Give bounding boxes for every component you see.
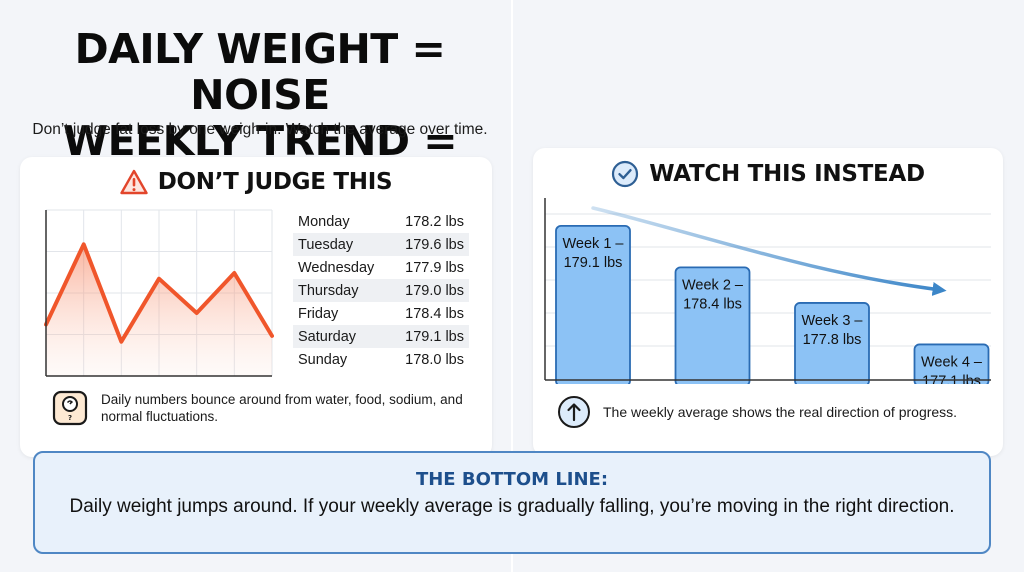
week-value-label: 177.1 lbs (922, 373, 981, 384)
check-circle-icon (612, 160, 639, 188)
weekly-panel-heading: WATCH THIS INSTEAD (533, 160, 1003, 188)
day-label: Saturday (298, 328, 357, 345)
week-value-label: 179.1 lbs (564, 255, 623, 271)
week-label: Week 1 – (563, 236, 625, 252)
week-bar (794, 302, 870, 384)
title-line-1: DAILY WEIGHT = NOISE (74, 25, 446, 119)
day-value: 179.6 lbs (405, 236, 464, 253)
daily-chart-area (46, 244, 272, 376)
table-row: Thursday 179.0 lbs (293, 279, 469, 302)
day-label: Monday (298, 213, 350, 230)
day-value: 178.4 lbs (405, 305, 464, 322)
day-label: Friday (298, 305, 339, 322)
table-row: Monday 178.2 lbs (293, 210, 469, 233)
week-label: Week 3 – (802, 313, 864, 329)
week-bar (674, 266, 751, 384)
day-label: Thursday (298, 282, 359, 299)
week-value-label: 177.8 lbs (803, 332, 862, 348)
daily-panel-title: DON’T JUDGE THIS (157, 169, 393, 195)
daily-note: ? Daily numbers bounce around from water… (51, 389, 471, 427)
weekly-panel-title: WATCH THIS INSTEAD (649, 161, 925, 187)
day-value: 177.9 lbs (405, 259, 464, 276)
day-value: 179.0 lbs (405, 282, 464, 299)
week-bar (913, 343, 990, 384)
table-row: Tuesday 179.6 lbs (293, 233, 469, 256)
arrow-up-circle-icon (558, 396, 590, 428)
center-divider (511, 0, 513, 572)
day-value: 178.2 lbs (405, 213, 464, 230)
trend-arrow (591, 206, 947, 296)
week-label: Week 2 – (682, 277, 744, 293)
daily-chart-axes (45, 210, 272, 377)
day-label: Wednesday (298, 259, 375, 276)
weekly-average-chart: Week 1 – 179.1 lbs Week 2 – 178.4 lbs Week 3… (544, 198, 991, 384)
bottom-line-heading: THE BOTTOM LINE: (415, 469, 609, 490)
weekly-note-text: The weekly average shows the real direct… (603, 403, 958, 420)
weekly-chart-bars: Week 1 – 179.1 lbs Week 2 – 178.4 lbs Week 3… (555, 224, 990, 384)
weekly-note: The weekly average shows the real direct… (557, 395, 997, 429)
table-row: Saturday 179.1 lbs (293, 325, 469, 348)
daily-panel-heading: DON’T JUDGE THIS (20, 169, 492, 195)
warning-icon (120, 169, 148, 195)
week-label: Week 4 – (921, 354, 983, 370)
table-row: Friday 178.4 lbs (293, 302, 469, 325)
day-label: Tuesday (298, 236, 354, 253)
weekly-panel: WATCH THIS INSTEAD Week 1 –179.1 lbs Week… (533, 148, 1003, 456)
table-row: Sunday 178.0 lbs (293, 348, 469, 371)
day-value: 178.0 lbs (405, 351, 464, 368)
svg-text:?: ? (68, 414, 72, 422)
table-row: Wednesday 177.9 lbs (293, 256, 469, 279)
scale-icon: ? (52, 390, 88, 426)
day-label: Sunday (298, 351, 348, 368)
week-bar (555, 224, 631, 384)
weekly-chart-axes (544, 198, 991, 381)
daily-weights-table: Monday 178.2 lbs Tuesday 179.6 lbs Wednesd… (293, 210, 469, 371)
week-value-label: 178.4 lbs (683, 296, 742, 312)
daily-weight-chart (44, 209, 274, 377)
bottom-line-text: Daily weight jumps around. If your weekl… (69, 496, 955, 517)
daily-chart-line (44, 242, 274, 344)
bottom-line-box: THE BOTTOM LINE: Daily weight jumps arou… (33, 451, 991, 554)
day-value: 179.1 lbs (405, 328, 464, 345)
daily-note-text: Daily numbers bounce around from water, … (101, 392, 463, 424)
daily-panel: DON’T JUDGE THIS Monday 178.2 lbs Tuesday… (20, 157, 492, 457)
page-subtitle: Don’t judge fat loss by one weigh-in. Wa… (32, 121, 488, 138)
